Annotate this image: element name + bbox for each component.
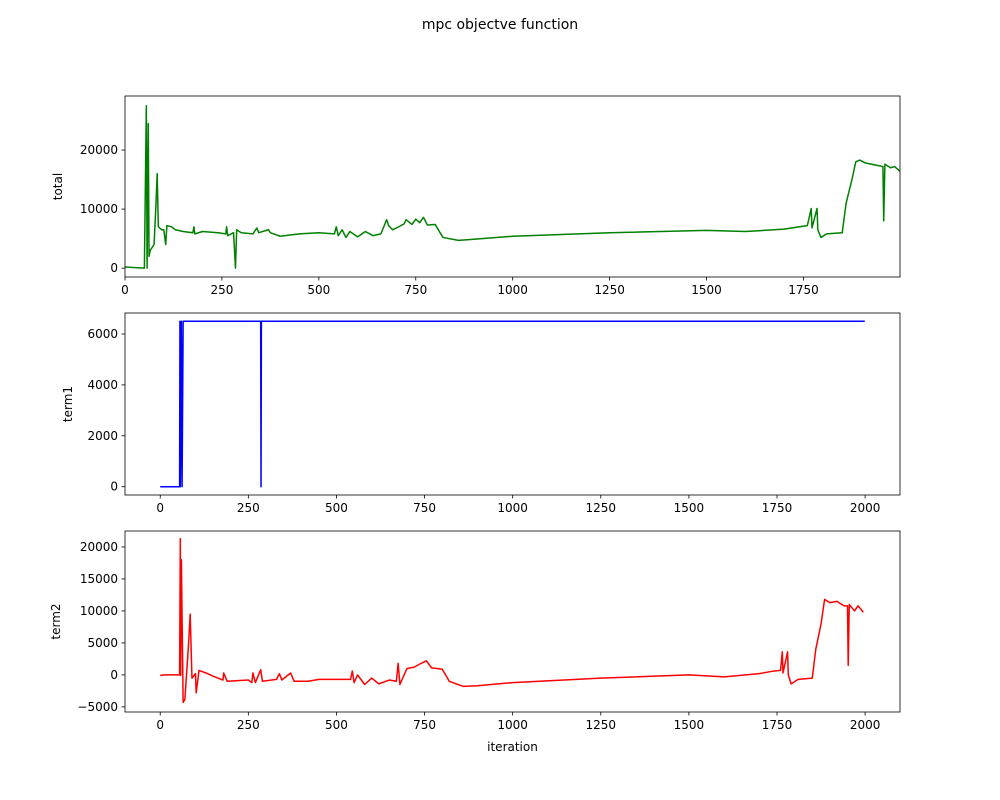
x-tick-label: 0 — [156, 501, 164, 515]
y-tick-label: 10000 — [80, 604, 118, 618]
x-tick-label: 0 — [121, 283, 129, 297]
y-tick-label: −5000 — [77, 700, 118, 714]
x-tick-label: 250 — [237, 718, 260, 732]
x-tick-label: 250 — [210, 283, 233, 297]
x-tick-label: 500 — [325, 501, 348, 515]
y-tick-label: 5000 — [87, 636, 118, 650]
x-tick-label: 1750 — [762, 718, 793, 732]
y-tick-label: 6000 — [87, 327, 118, 341]
y-axis-label: term2 — [49, 603, 63, 639]
x-axis-label: iteration — [487, 740, 538, 754]
figure-title: mpc objectve function — [422, 17, 578, 33]
y-tick-label: 4000 — [87, 378, 118, 392]
y-tick-label: 10000 — [80, 202, 118, 216]
x-tick-label: 2000 — [850, 718, 881, 732]
data-line — [160, 320, 865, 488]
x-tick-label: 1250 — [586, 718, 617, 732]
y-axis-label: term1 — [61, 386, 75, 422]
x-tick-label: 1000 — [497, 283, 528, 297]
x-tick-label: 1750 — [762, 501, 793, 515]
x-tick-label: 250 — [237, 501, 260, 515]
x-tick-label: 0 — [156, 718, 164, 732]
x-tick-label: 1500 — [674, 718, 705, 732]
x-tick-label: 500 — [325, 718, 348, 732]
y-tick-label: 0 — [110, 261, 118, 275]
x-tick-label: 750 — [413, 501, 436, 515]
y-tick-label: 20000 — [80, 143, 118, 157]
x-tick-label: 1500 — [674, 501, 705, 515]
data-line — [125, 104, 900, 269]
x-tick-label: 1000 — [497, 718, 528, 732]
x-tick-label: 2000 — [850, 501, 881, 515]
x-tick-label: 1250 — [594, 283, 625, 297]
x-tick-label: 1250 — [586, 501, 617, 515]
x-tick-label: 750 — [413, 718, 436, 732]
y-tick-label: 0 — [110, 480, 118, 494]
y-tick-label: 0 — [110, 668, 118, 682]
x-tick-label: 1750 — [788, 283, 819, 297]
data-line — [160, 537, 864, 704]
y-tick-label: 15000 — [80, 572, 118, 586]
y-axis-label: total — [51, 173, 65, 200]
y-tick-label: 20000 — [80, 540, 118, 554]
x-tick-label: 750 — [404, 283, 427, 297]
y-tick-label: 2000 — [87, 429, 118, 443]
x-tick-label: 1000 — [497, 501, 528, 515]
x-tick-label: 1500 — [691, 283, 722, 297]
x-tick-label: 500 — [307, 283, 330, 297]
